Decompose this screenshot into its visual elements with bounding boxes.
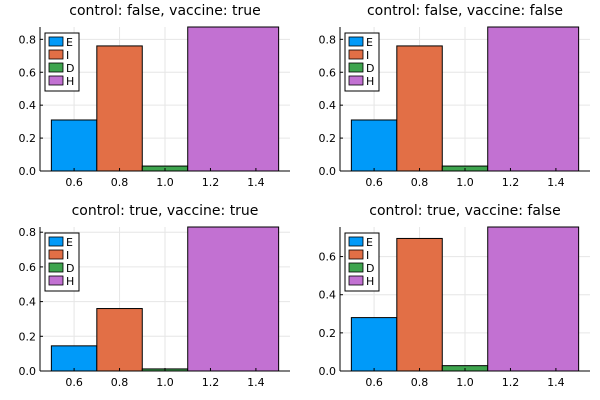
x-tick-label: 1.0	[156, 376, 174, 389]
x-tick-label: 1.2	[502, 376, 520, 389]
y-tick-label: 0.6	[19, 66, 37, 79]
x-tick-label: 0.8	[411, 376, 429, 389]
y-tick-label: 0.6	[19, 261, 37, 274]
bar-E	[50, 345, 98, 372]
legend-label-I: I	[66, 249, 69, 262]
legend-label-E: E	[366, 36, 373, 49]
x-tick-label: 1.2	[202, 376, 220, 389]
y-tick-label: 0.0	[319, 365, 337, 378]
y-tick-label: 0.8	[319, 33, 337, 46]
chart-panel-1: control: false, vaccine: true 0.6 0.8 1.0 1.…	[19, 3, 290, 189]
legend-swatch-I	[48, 249, 64, 260]
bar-I	[396, 45, 443, 172]
x-tick-label: 0.6	[365, 376, 383, 389]
bar-E	[50, 119, 98, 172]
legend-swatch-I	[48, 49, 64, 60]
x-tick-label: 0.6	[365, 176, 383, 189]
chart-title: control: true, vaccine: true	[72, 203, 259, 219]
bar-H	[187, 26, 280, 172]
y-tick-label: 0.8	[19, 226, 37, 239]
x-tick-label: 1.2	[202, 176, 220, 189]
chart-title: control: true, vaccine: false	[369, 203, 560, 219]
chart-panel-2: control: false, vaccine: false 0.6 0.8 1.0 1…	[319, 3, 590, 189]
x-tick-label: 1.2	[502, 176, 520, 189]
legend-label-D: D	[366, 262, 374, 275]
bar-I	[396, 237, 443, 372]
legend-swatch-D	[348, 262, 364, 273]
legend-label-E: E	[66, 236, 73, 249]
bar-E	[350, 119, 398, 172]
legend-label-D: D	[66, 62, 74, 75]
legend-swatch-E	[48, 236, 64, 247]
x-tick-label: 1.0	[456, 176, 474, 189]
legend-label-D: D	[66, 262, 74, 275]
legend-swatch-H	[48, 275, 64, 286]
y-tick-label: 0.2	[319, 132, 337, 145]
legend-label-I: I	[66, 49, 69, 62]
legend-swatch-E	[48, 36, 64, 47]
x-tick-label: 0.8	[111, 176, 129, 189]
legend-label-I: I	[366, 49, 369, 62]
bar-H	[487, 26, 580, 172]
legend-swatch-D	[48, 62, 64, 73]
legend-swatch-H	[348, 275, 364, 286]
x-tick-label: 1.4	[247, 376, 265, 389]
x-tick-label: 1.4	[547, 176, 565, 189]
x-tick-label: 0.6	[65, 176, 83, 189]
x-tick-label: 0.8	[411, 176, 429, 189]
bar-I	[96, 45, 143, 172]
y-tick-label: 0.6	[319, 251, 337, 264]
y-tick-label: 0.2	[19, 132, 37, 145]
legend-label-H: H	[66, 75, 74, 88]
bar-E	[350, 317, 398, 372]
legend-label-H: H	[366, 275, 374, 288]
legend-swatch-E	[348, 36, 364, 47]
chart-title: control: false, vaccine: true	[69, 3, 260, 19]
y-tick-label: 0.4	[319, 99, 337, 112]
x-tick-label: 1.4	[247, 176, 265, 189]
bar-I	[96, 308, 143, 372]
y-tick-label: 0.2	[319, 327, 337, 340]
x-tick-label: 1.4	[547, 376, 565, 389]
legend-swatch-H	[48, 75, 64, 86]
legend-label-D: D	[366, 62, 374, 75]
y-tick-label: 0.0	[319, 165, 337, 178]
y-tick-label: 0.4	[19, 296, 37, 309]
legend-label-E: E	[366, 236, 373, 249]
legend-swatch-H	[348, 75, 364, 86]
chart-panel-3: control: true, vaccine: true 0.6 0.8 1.0 1.2…	[19, 203, 290, 389]
x-tick-label: 0.6	[65, 376, 83, 389]
y-tick-label: 0.0	[19, 165, 37, 178]
bar-H	[187, 226, 280, 372]
y-tick-label: 0.2	[19, 330, 37, 343]
y-tick-label: 0.0	[19, 365, 37, 378]
chart-panel-4: control: true, vaccine: false 0.6 0.8 1.0 1.…	[319, 203, 590, 389]
x-tick-label: 1.0	[456, 376, 474, 389]
x-tick-label: 1.0	[156, 176, 174, 189]
y-tick-label: 0.4	[319, 289, 337, 302]
legend-swatch-I	[348, 249, 364, 260]
legend-label-I: I	[366, 249, 369, 262]
legend-label-E: E	[66, 36, 73, 49]
y-tick-label: 0.8	[19, 33, 37, 46]
legend-swatch-E	[348, 236, 364, 247]
legend-label-H: H	[366, 75, 374, 88]
bar-H	[487, 226, 580, 372]
legend-swatch-D	[348, 62, 364, 73]
x-tick-label: 0.8	[111, 376, 129, 389]
chart-title: control: false, vaccine: false	[367, 3, 563, 19]
legend-swatch-I	[348, 49, 364, 60]
y-tick-label: 0.6	[319, 66, 337, 79]
legend-swatch-D	[48, 262, 64, 273]
y-tick-label: 0.4	[19, 99, 37, 112]
legend-label-H: H	[66, 275, 74, 288]
